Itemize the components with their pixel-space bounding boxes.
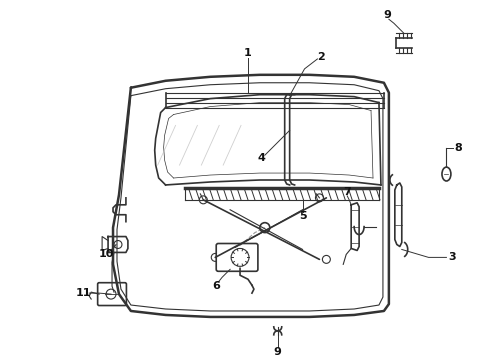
Text: 4: 4 — [258, 153, 266, 163]
Text: 1: 1 — [244, 48, 252, 58]
Text: 3: 3 — [448, 252, 456, 262]
Text: 9: 9 — [383, 10, 391, 20]
FancyBboxPatch shape — [98, 283, 126, 306]
Text: 5: 5 — [299, 211, 306, 221]
Text: 8: 8 — [454, 143, 462, 153]
Text: 7: 7 — [343, 187, 351, 197]
Text: 9: 9 — [274, 347, 282, 357]
Text: 10: 10 — [98, 249, 114, 260]
Text: 6: 6 — [212, 281, 220, 291]
FancyBboxPatch shape — [216, 243, 258, 271]
Text: 11: 11 — [75, 288, 91, 298]
Text: 2: 2 — [318, 52, 325, 62]
